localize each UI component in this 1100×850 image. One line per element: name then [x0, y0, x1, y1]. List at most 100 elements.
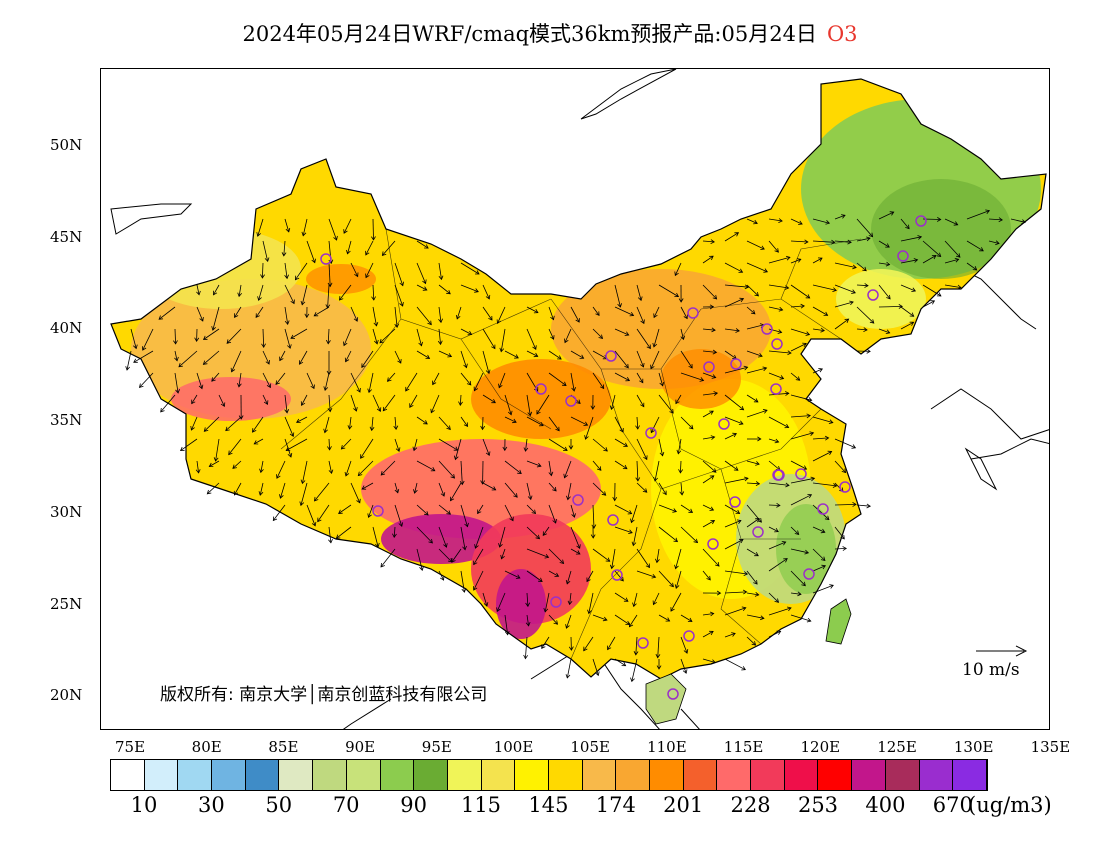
- wind-arrowhead: [669, 582, 674, 588]
- wind-arrowhead: [299, 360, 304, 365]
- wind-arrowhead: [863, 327, 868, 333]
- wind-vector: [724, 607, 746, 616]
- wind-arrowhead: [427, 320, 432, 326]
- wind-arrowhead: [463, 422, 469, 428]
- wind-arrowhead: [656, 665, 662, 670]
- wind-vector: [586, 570, 594, 582]
- wind-vector: [790, 218, 803, 225]
- wind-vector: [680, 328, 684, 340]
- wind-vector: [900, 259, 918, 264]
- wind-arrowhead: [265, 359, 270, 365]
- wind-arrowhead: [285, 227, 291, 233]
- wind-arrowhead: [754, 591, 760, 597]
- wind-vector: [259, 482, 264, 496]
- wind-arrowhead: [533, 308, 539, 314]
- station-marker: [770, 383, 782, 395]
- title-text: 2024年05月24日WRF/cmaq模式36km预报产品:05月24日: [242, 22, 817, 46]
- wind-arrowhead: [361, 363, 366, 369]
- wind-vector: [702, 570, 711, 581]
- wind-vector: [878, 306, 903, 308]
- wind-vector: [548, 570, 559, 577]
- legend-label: 174: [595, 793, 636, 817]
- wind-vector: [724, 232, 739, 242]
- legend-label: 90: [400, 793, 427, 817]
- wind-vector: [475, 526, 484, 549]
- wind-vector: [675, 548, 682, 569]
- wind-vector: [416, 262, 426, 284]
- wind-arrowhead: [191, 399, 196, 405]
- wind-vector: [636, 372, 644, 383]
- wind-vector: [790, 415, 811, 418]
- wind-arrowhead: [491, 344, 496, 350]
- wind-arrowhead: [461, 588, 467, 593]
- wind-vector: [569, 592, 572, 605]
- station-marker: [372, 505, 384, 517]
- legend-swatch: [515, 760, 549, 790]
- wind-arrowhead: [785, 255, 791, 261]
- wind-arrowhead: [237, 292, 243, 298]
- wind-arrowhead: [841, 214, 846, 219]
- wind-vector: [680, 306, 688, 319]
- wind-vector: [290, 328, 308, 339]
- wind-arrowhead: [133, 344, 138, 350]
- wind-arrowhead: [823, 311, 829, 316]
- wind-arrowhead: [755, 518, 760, 523]
- wind-arrowhead: [525, 621, 531, 627]
- wind-vector: [922, 255, 937, 264]
- wind-arrowhead: [491, 399, 496, 404]
- wind-arrowhead: [198, 384, 204, 390]
- wind-vector: [262, 394, 268, 405]
- wind-vector: [834, 438, 856, 449]
- wind-vector: [702, 284, 717, 300]
- wind-arrowhead: [367, 513, 372, 519]
- wind-arrowhead: [621, 661, 627, 667]
- legend-swatch: [245, 760, 280, 790]
- wind-arrowhead: [208, 462, 214, 467]
- legend-label: 228: [730, 793, 771, 817]
- wind-vector: [790, 328, 810, 335]
- wind-vector: [526, 460, 542, 467]
- wind-vector: [460, 416, 468, 427]
- wind-arrowhead: [266, 383, 272, 389]
- wind-vector: [215, 438, 220, 462]
- wind-vector: [790, 494, 812, 506]
- wind-vector: [504, 350, 519, 359]
- wind-arrowhead: [672, 508, 678, 513]
- map-panel[interactable]: [100, 68, 1050, 730]
- china-border: [110, 78, 1047, 680]
- wind-arrowhead: [483, 602, 489, 607]
- longitude-label: 90E: [345, 738, 376, 756]
- wind-arrowhead: [462, 545, 467, 551]
- wind-reference-arrow: [976, 645, 1028, 657]
- wind-vector: [482, 350, 490, 374]
- wind-vector: [460, 328, 472, 335]
- wind-vector: [393, 526, 396, 538]
- wind-arrowhead: [296, 418, 301, 423]
- wind-vector: [834, 214, 846, 220]
- wind-arrowhead: [542, 531, 547, 537]
- wind-vector: [724, 284, 749, 288]
- wind-vector: [212, 306, 220, 331]
- station-marker: [607, 514, 619, 526]
- wind-arrowhead: [852, 264, 857, 270]
- wind-vector: [768, 240, 779, 253]
- wind-vector: [878, 211, 894, 220]
- wind-arrowhead: [688, 508, 694, 513]
- wind-arrowhead: [630, 677, 635, 683]
- legend-swatch: [144, 760, 179, 790]
- wind-vector: [702, 658, 716, 663]
- wind-vector: [482, 438, 490, 456]
- wind-arrowhead: [674, 584, 680, 589]
- wind-arrowhead: [851, 444, 857, 449]
- wind-arrowhead: [447, 353, 453, 358]
- wind-arrowhead: [827, 450, 833, 456]
- wind-vector: [922, 240, 941, 257]
- wind-arrowhead: [628, 529, 633, 534]
- wind-vector: [614, 284, 621, 308]
- wind-arrowhead: [317, 517, 322, 523]
- wind-vector: [724, 328, 740, 332]
- wind-arrowhead: [711, 659, 716, 664]
- wind-arrowhead: [568, 445, 574, 450]
- wind-arrowhead: [196, 290, 201, 296]
- wind-vector: [526, 482, 532, 500]
